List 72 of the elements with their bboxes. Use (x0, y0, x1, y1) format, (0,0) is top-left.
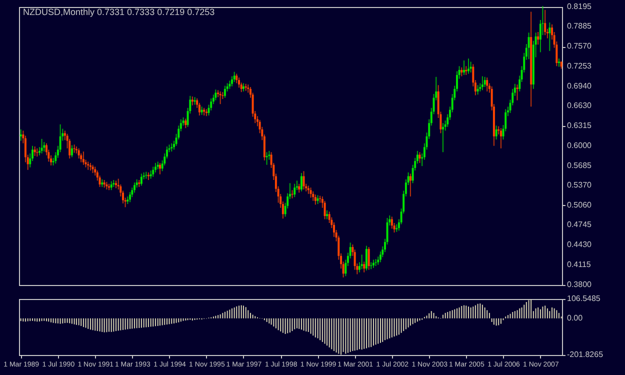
candlestick (442, 122, 444, 153)
candlestick (360, 254, 363, 270)
candlestick (333, 222, 336, 238)
candlestick (328, 211, 330, 224)
candlestick (484, 76, 486, 88)
candlestick (365, 245, 368, 271)
candlestick (537, 31, 540, 46)
candlestick (184, 118, 187, 129)
candlestick (230, 76, 233, 87)
candlestick (368, 246, 370, 270)
y-tick-label: 0.6315 (567, 120, 592, 130)
candlestick (324, 200, 326, 220)
candlestick (486, 77, 488, 92)
candlestick (418, 152, 421, 164)
y-tick-label: 0.4430 (567, 240, 592, 250)
candlestick (468, 58, 470, 74)
candlestick (140, 173, 142, 186)
candlestick (236, 73, 238, 84)
candlestick (528, 32, 530, 60)
candlestick (129, 192, 132, 203)
candlestick (152, 166, 154, 178)
candlestick (314, 194, 316, 206)
y-tick-label: 0.7885 (567, 22, 592, 31)
y-tick-label: 0.4115 (567, 260, 592, 270)
candlestick (40, 138, 43, 154)
y-tick-label: 0.5060 (567, 200, 592, 210)
candlestick (20, 128, 22, 142)
candlestick (300, 172, 302, 192)
y-tick-label: 0.00 (567, 313, 584, 322)
candlestick (495, 125, 498, 140)
candlestick (43, 142, 46, 152)
candlestick (78, 148, 80, 159)
y-tick-label: 0.3800 (567, 280, 592, 289)
y-tick-label: 0.6000 (567, 140, 592, 150)
candlestick (379, 250, 382, 263)
chart-title: NZDUSD,Monthly 0.7331 0.7333 0.7219 0.7253 (23, 7, 215, 17)
candlestick (409, 173, 412, 197)
candlestick (302, 170, 305, 190)
candlestick (238, 77, 240, 88)
candlestick (390, 216, 393, 230)
candlestick (516, 84, 518, 101)
candlestick (158, 162, 161, 175)
y-tick-label: 106.5485 (567, 294, 601, 303)
candlestick (82, 151, 84, 166)
candlestick (70, 144, 73, 158)
candlestick (233, 71, 236, 82)
candlestick (463, 60, 466, 76)
candlestick (134, 182, 136, 194)
candlestick (476, 84, 479, 96)
candlestick (68, 138, 71, 159)
candlestick (548, 22, 551, 52)
y-tick-label: 0.4745 (567, 220, 592, 230)
candlestick (481, 76, 484, 91)
y-tick-label: 0.5370 (567, 180, 592, 190)
y-tick-label: 0.8195 (567, 2, 592, 11)
candlestick (214, 89, 217, 101)
candlestick (310, 187, 312, 198)
candlestick (198, 102, 200, 116)
candlestick (312, 190, 314, 202)
y-tick-label: 0.7253 (567, 62, 592, 71)
candlestick (224, 85, 226, 98)
y-tick-label: -201.8265 (567, 350, 604, 359)
y-tick-label: 0.5685 (567, 160, 592, 170)
candlestick (363, 261, 366, 273)
candlestick (294, 183, 296, 198)
candlestick (154, 162, 156, 173)
candlestick (544, 9, 546, 36)
y-tick-label: 0.6630 (567, 100, 592, 110)
candlestick (500, 128, 502, 149)
candlestick (34, 146, 36, 156)
y-tick-label: 0.6940 (567, 81, 592, 90)
y-tick-label: 0.7570 (567, 42, 592, 51)
